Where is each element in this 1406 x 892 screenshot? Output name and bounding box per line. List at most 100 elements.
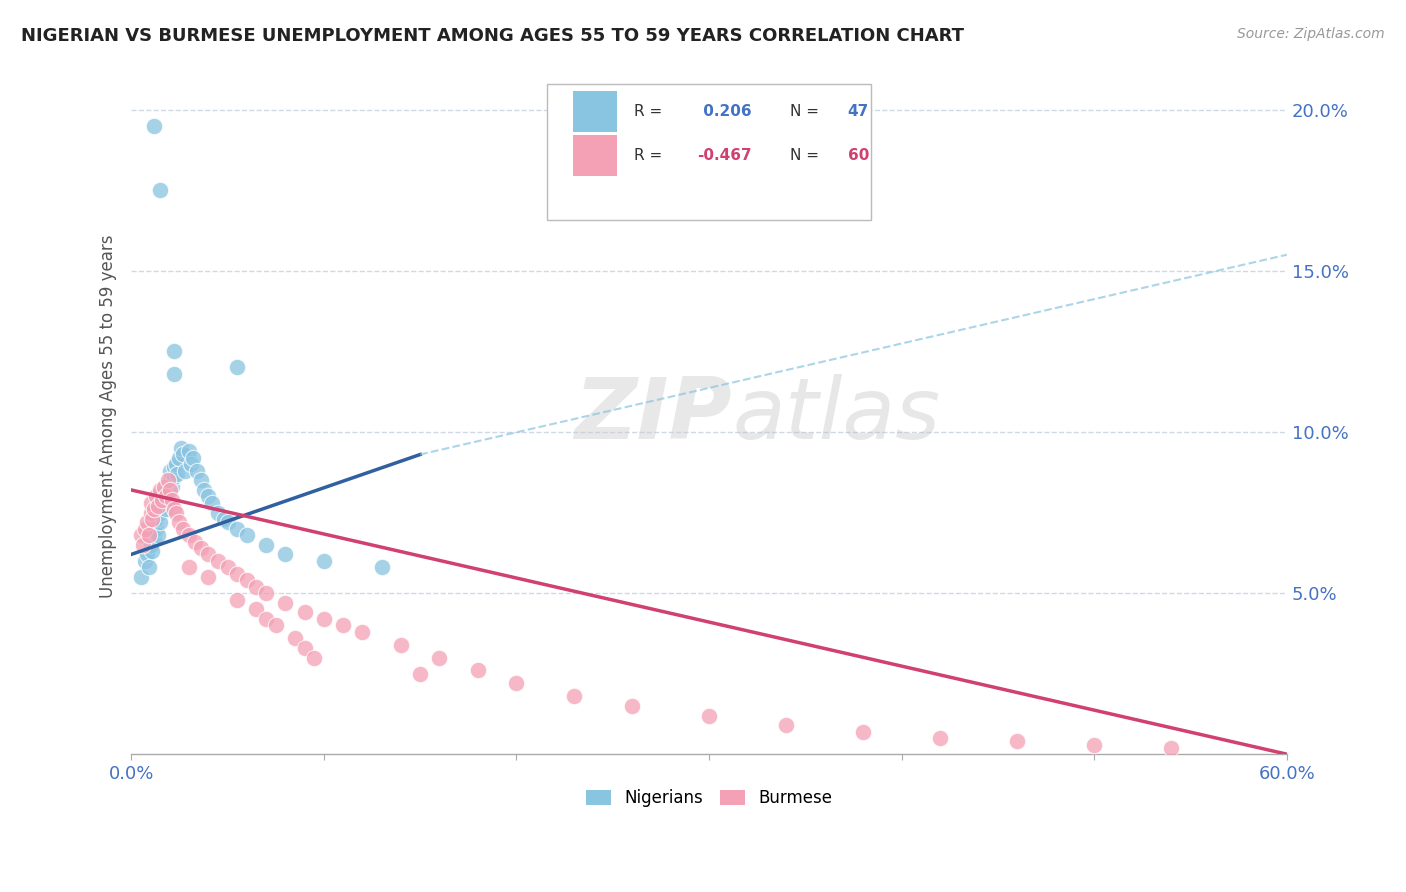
Point: [190, 541, 212, 555]
Point: [207, 554, 229, 568]
Point: [1083, 738, 1105, 752]
Point: [135, 515, 157, 529]
Point: [852, 724, 875, 739]
Text: N =: N =: [790, 103, 824, 119]
Point: [190, 473, 212, 487]
Point: [217, 515, 239, 529]
Point: [217, 560, 239, 574]
Point: [153, 480, 176, 494]
Point: [145, 522, 167, 536]
Point: [352, 624, 374, 639]
Point: [162, 367, 184, 381]
Point: [245, 602, 267, 616]
Point: [134, 554, 156, 568]
Point: [332, 618, 354, 632]
Point: [138, 528, 160, 542]
Point: [160, 492, 183, 507]
Point: [139, 515, 162, 529]
Point: [170, 441, 193, 455]
Point: [174, 464, 197, 478]
Point: [505, 676, 527, 690]
Point: [153, 489, 176, 503]
Point: [143, 531, 166, 545]
Point: [245, 580, 267, 594]
Point: [212, 512, 235, 526]
FancyBboxPatch shape: [572, 135, 617, 176]
Point: [139, 538, 162, 552]
Point: [409, 666, 432, 681]
Point: [159, 473, 181, 487]
FancyBboxPatch shape: [572, 91, 617, 132]
Point: [143, 502, 166, 516]
Point: [312, 554, 335, 568]
Legend: Nigerians, Burmese: Nigerians, Burmese: [579, 782, 839, 814]
Point: [149, 506, 172, 520]
Point: [294, 606, 316, 620]
Point: [302, 650, 325, 665]
Point: [169, 450, 191, 465]
Point: [207, 506, 229, 520]
Point: [197, 489, 219, 503]
Point: [775, 718, 797, 732]
Point: [236, 528, 259, 542]
Point: [562, 689, 585, 703]
Point: [145, 512, 167, 526]
Point: [129, 570, 152, 584]
Point: [155, 502, 177, 516]
Point: [177, 528, 200, 542]
Point: [148, 499, 170, 513]
Point: [139, 506, 162, 520]
Point: [159, 464, 181, 478]
Point: [155, 483, 177, 497]
Point: [1007, 734, 1029, 748]
Point: [162, 460, 184, 475]
Point: [162, 470, 184, 484]
Point: [135, 548, 157, 562]
Point: [429, 650, 451, 665]
Point: [284, 631, 307, 645]
Point: [181, 450, 204, 465]
Text: Source: ZipAtlas.com: Source: ZipAtlas.com: [1237, 27, 1385, 41]
Point: [134, 522, 156, 536]
Y-axis label: Unemployment Among Ages 55 to 59 years: Unemployment Among Ages 55 to 59 years: [100, 234, 117, 598]
Text: 47: 47: [848, 103, 869, 119]
Point: [621, 698, 644, 713]
Point: [180, 457, 202, 471]
Point: [143, 119, 166, 133]
Point: [162, 344, 184, 359]
Point: [160, 480, 183, 494]
Text: 60: 60: [848, 148, 869, 162]
Point: [226, 360, 249, 375]
Point: [166, 467, 188, 481]
Point: [197, 548, 219, 562]
Point: [226, 522, 249, 536]
Text: N =: N =: [790, 148, 824, 162]
Point: [165, 457, 187, 471]
Point: [389, 638, 412, 652]
Point: [186, 464, 208, 478]
Point: [149, 483, 172, 497]
Text: 0.206: 0.206: [697, 103, 751, 119]
Point: [193, 483, 215, 497]
Point: [149, 515, 172, 529]
Point: [274, 548, 297, 562]
Point: [156, 492, 179, 507]
Point: [254, 612, 277, 626]
FancyBboxPatch shape: [547, 84, 870, 219]
Point: [697, 708, 720, 723]
Point: [274, 596, 297, 610]
Point: [226, 592, 249, 607]
Text: atlas: atlas: [733, 375, 941, 458]
Point: [197, 570, 219, 584]
Point: [156, 473, 179, 487]
Point: [929, 731, 952, 745]
Point: [139, 528, 162, 542]
Point: [201, 496, 224, 510]
Point: [172, 522, 194, 536]
Point: [177, 560, 200, 574]
Point: [177, 444, 200, 458]
Point: [148, 528, 170, 542]
Point: [162, 502, 184, 516]
Point: [150, 492, 173, 507]
Point: [141, 544, 163, 558]
